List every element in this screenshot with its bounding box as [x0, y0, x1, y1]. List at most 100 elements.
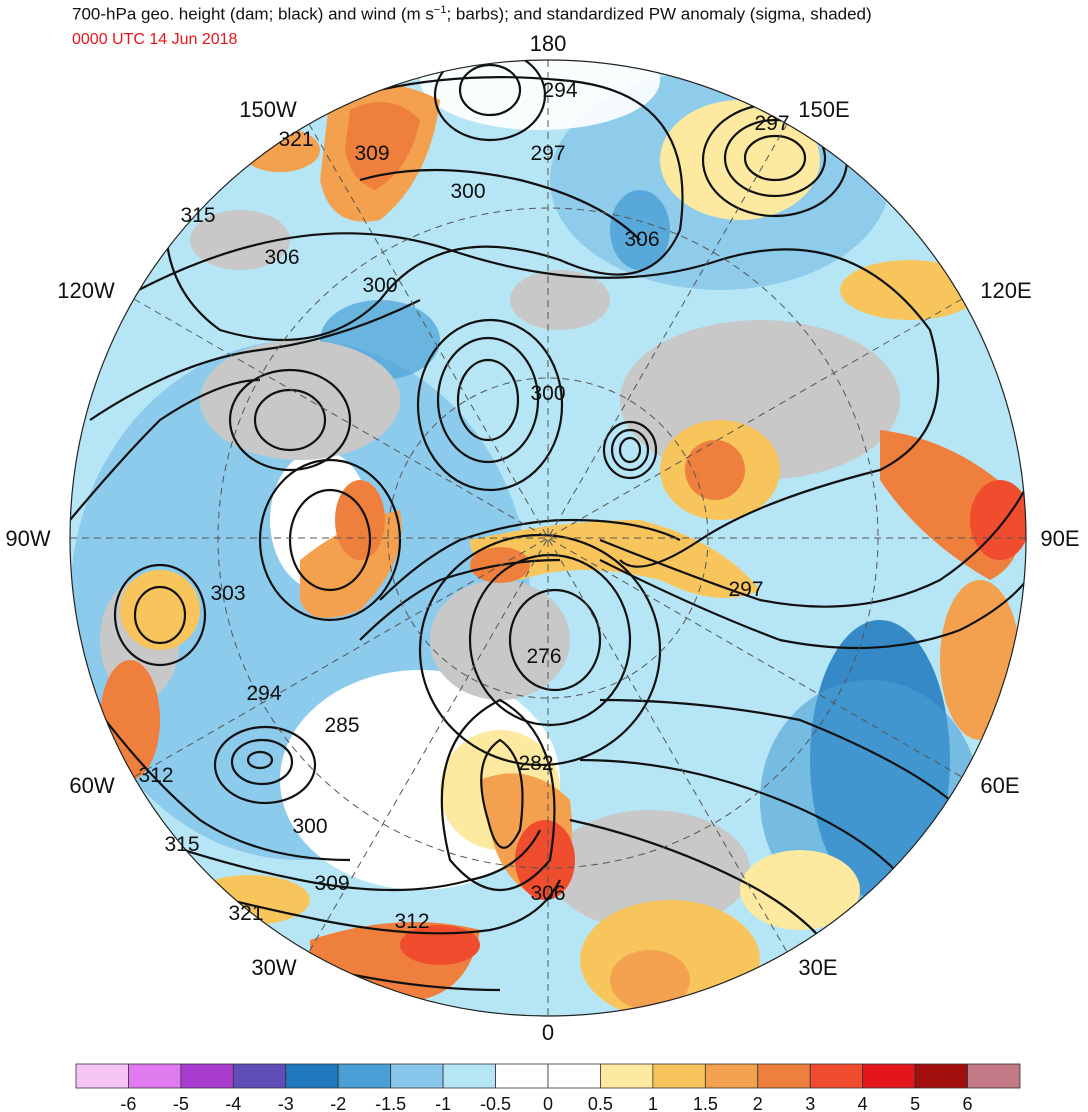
- colorbar-tick-label: 1: [648, 1094, 658, 1112]
- contour-low-ring-3: [416, 318, 564, 492]
- height-contours: [70, 60, 1026, 992]
- shade-white-pacific: [420, 60, 660, 130]
- title-unit-exponent: −1: [433, 4, 447, 16]
- colorbar-swatch: [285, 1063, 339, 1089]
- lon-label-150e: 150E: [798, 97, 849, 122]
- contour-arctic-band-2: [359, 558, 561, 641]
- colorbar-swatch: [128, 1063, 182, 1089]
- contour-low-center: [456, 358, 520, 442]
- colorbar-tick-label: 0.5: [588, 1094, 613, 1112]
- meridian-150w-30e: [308, 123, 788, 953]
- colorbar-tick-label: -5: [173, 1094, 189, 1112]
- contour-label: 306: [624, 228, 659, 251]
- colorbar-tick-label: -6: [120, 1094, 136, 1112]
- colorbar-swatch: [547, 1063, 601, 1089]
- colorbar-tick-label: 6: [963, 1094, 973, 1112]
- meridian-150e-30w: [308, 123, 788, 953]
- land-europe: [550, 810, 750, 930]
- shade-orange-caspian: [940, 580, 1020, 740]
- colorbar-tick-label: -2: [330, 1094, 346, 1112]
- colorbar-tick-label: 5: [910, 1094, 920, 1112]
- meridian-120w-60e: [133, 298, 963, 778]
- contour-label: 294: [246, 682, 281, 705]
- land-canada: [200, 340, 400, 460]
- colorbar-swatch: [704, 1063, 759, 1089]
- colorbar-tick-label: 2: [753, 1094, 763, 1112]
- contour-canada-1: [253, 388, 327, 452]
- colorbar-tick-label: 3: [805, 1094, 815, 1112]
- contour-label: 321: [228, 902, 263, 925]
- colorbar-tick-label: -0.5: [480, 1094, 511, 1112]
- contour-iceland-1: [480, 738, 524, 849]
- title-suffix: ; barbs); and standardized PW anomaly (s…: [446, 4, 872, 24]
- contour-atlantic-4: [89, 699, 351, 862]
- lon-label-30e: 30E: [798, 955, 837, 980]
- land-alaska: [190, 210, 290, 270]
- contour-high-pacific-2: [433, 60, 547, 142]
- lon-label-150w: 150W: [239, 97, 297, 122]
- colorbar-tick-label: -4: [225, 1094, 241, 1112]
- contour-baffin-1: [288, 488, 372, 592]
- contour-label: 306: [264, 246, 299, 269]
- contour-canada-2: [228, 368, 352, 472]
- shade-yellow-mongolia: [840, 260, 980, 320]
- land-arctic: [510, 270, 610, 330]
- shade-dark-orange-bering: [345, 102, 420, 190]
- contour-high-atlantic-1: [246, 750, 274, 770]
- contour-greenland-low-2: [468, 553, 632, 727]
- colorbar-swatch: [652, 1063, 706, 1089]
- colorbar-tick-label: -1: [435, 1094, 451, 1112]
- contour-label: 300: [292, 815, 327, 838]
- contour-high-kamchatka-2: [723, 118, 827, 198]
- contour-label: 297: [728, 578, 763, 601]
- contour-label: 309: [314, 872, 349, 895]
- contour-label: 285: [324, 714, 359, 737]
- contour-east-band-1: [599, 479, 1026, 608]
- contour-high-kamchatka-1: [743, 134, 807, 182]
- contour-label: 294: [542, 79, 577, 102]
- shade-red-baffin: [335, 480, 385, 560]
- contour-small-low-3: [602, 420, 658, 480]
- contour-low-ring-2: [436, 336, 540, 464]
- contour-high-labrador-1: [133, 585, 187, 645]
- lon-label-120e: 120E: [980, 278, 1031, 303]
- contour-west-1: [89, 299, 421, 421]
- contour-polar-ring-north: [164, 76, 684, 342]
- contour-label: 312: [394, 910, 429, 933]
- contour-iceland-2: [440, 698, 556, 892]
- graticule: [70, 60, 1026, 1016]
- contour-label: 276: [526, 645, 561, 668]
- colorbar-tick-label: 1.5: [693, 1094, 718, 1112]
- contour-label: 300: [450, 180, 485, 203]
- contour-label: 300: [530, 382, 565, 405]
- lon-label-120w: 120W: [57, 278, 115, 303]
- colorbar-swatch: [862, 1063, 916, 1089]
- contour-label: 315: [180, 204, 215, 227]
- colorbar-swatch: [232, 1063, 287, 1089]
- contour-label: 309: [354, 142, 389, 165]
- contour-small-low-2: [610, 428, 650, 472]
- map-title: 700-hPa geo. height (dam; black) and win…: [72, 4, 872, 25]
- contour-label: 297: [530, 142, 565, 165]
- contour-arctic-band-1: [379, 518, 681, 601]
- title-prefix: 700-hPa geo. height (dam; black) and win…: [72, 4, 434, 24]
- contour-label: 321: [278, 128, 313, 151]
- colorbar-swatch: [442, 1063, 496, 1089]
- land-greenland: [430, 580, 570, 700]
- colorbar-tick-label: -3: [278, 1094, 294, 1112]
- colorbar-tick-label: 0: [543, 1094, 553, 1112]
- colorbar-swatch: [495, 1063, 549, 1089]
- colorbar-swatch: [180, 1063, 234, 1089]
- contour-west-2: [70, 378, 261, 521]
- meridian-120e-60w: [133, 298, 963, 778]
- colorbar-swatch: [600, 1063, 654, 1089]
- colorbar-swatch: [809, 1063, 864, 1089]
- colorbar-swatch: [967, 1063, 1021, 1089]
- contour-label: 312: [138, 764, 173, 787]
- lon-label-30w: 30W: [251, 955, 296, 980]
- contour-east-band-2: [599, 559, 1026, 650]
- longitude-labels: 180 150E 120E 90E 60E 30E 0 30W 60W 90W …: [5, 31, 1079, 1045]
- shade-yellow-kamchatka: [660, 100, 820, 220]
- contour-europe-1: [599, 698, 951, 801]
- contour-high-atlantic-2: [230, 738, 294, 786]
